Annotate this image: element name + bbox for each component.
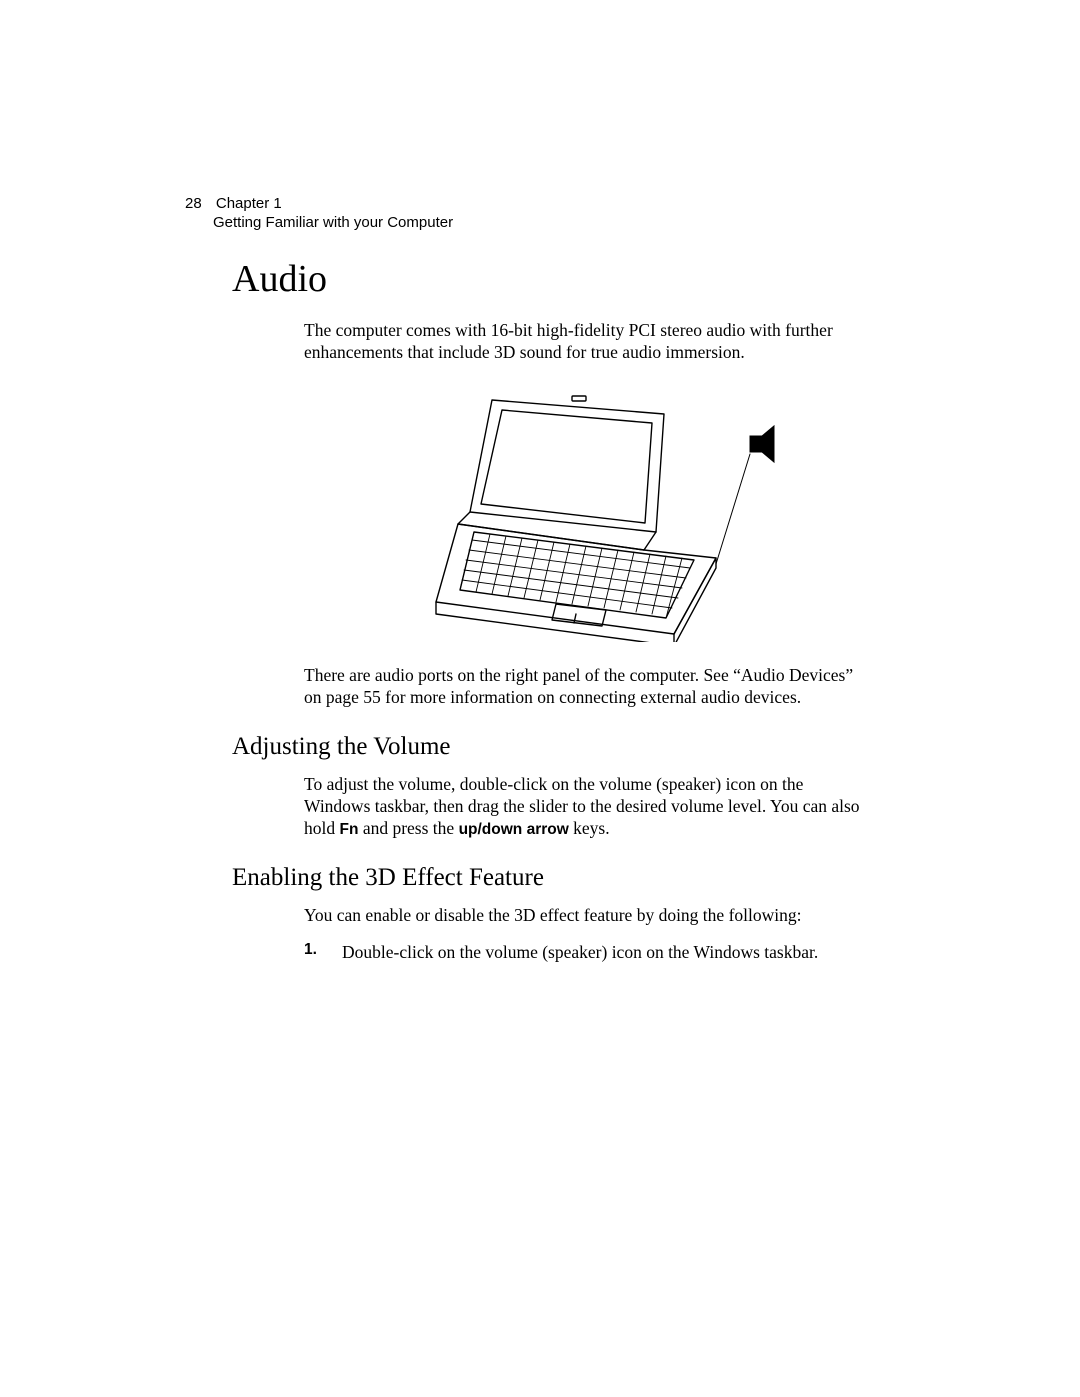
subheading-volume: Adjusting the Volume <box>232 733 902 761</box>
document-page: 28 Chapter 1 Getting Familiar with your … <box>0 0 1080 1397</box>
threeD-intro-block: You can enable or disable the 3D effect … <box>304 904 864 926</box>
volume-text-3: keys. <box>573 818 609 838</box>
page-header: 28 Chapter 1 Getting Familiar with your … <box>185 195 453 233</box>
page-number: 28 <box>185 195 202 214</box>
page-content: Audio The computer comes with 16-bit hig… <box>232 257 902 963</box>
volume-block: To adjust the volume, double-click on th… <box>304 773 864 841</box>
chapter-label: Chapter 1 <box>216 195 282 214</box>
laptop-figure <box>304 382 864 642</box>
volume-text-2: and press the <box>363 818 459 838</box>
chapter-title: Getting Familiar with your Computer <box>213 214 453 233</box>
speaker-icon <box>750 426 774 462</box>
volume-paragraph: To adjust the volume, double-click on th… <box>304 773 864 841</box>
threeD-intro: You can enable or disable the 3D effect … <box>304 904 864 926</box>
ports-note: There are audio ports on the right panel… <box>304 664 864 709</box>
key-updown-arrow: up/down arrow <box>459 821 569 838</box>
section-heading-audio: Audio <box>232 257 902 301</box>
intro-paragraph: The computer comes with 16-bit high-fide… <box>304 319 864 364</box>
step-text: Double-click on the volume (speaker) ico… <box>342 941 818 963</box>
subheading-3d: Enabling the 3D Effect Feature <box>232 864 902 892</box>
step-number: 1. <box>304 941 324 963</box>
laptop-illustration <box>374 382 794 642</box>
key-fn: Fn <box>340 821 359 838</box>
list-item: 1. Double-click on the volume (speaker) … <box>304 941 864 963</box>
ports-note-block: There are audio ports on the right panel… <box>304 664 864 709</box>
intro-block: The computer comes with 16-bit high-fide… <box>304 319 864 364</box>
threeD-steps: 1. Double-click on the volume (speaker) … <box>304 941 864 963</box>
